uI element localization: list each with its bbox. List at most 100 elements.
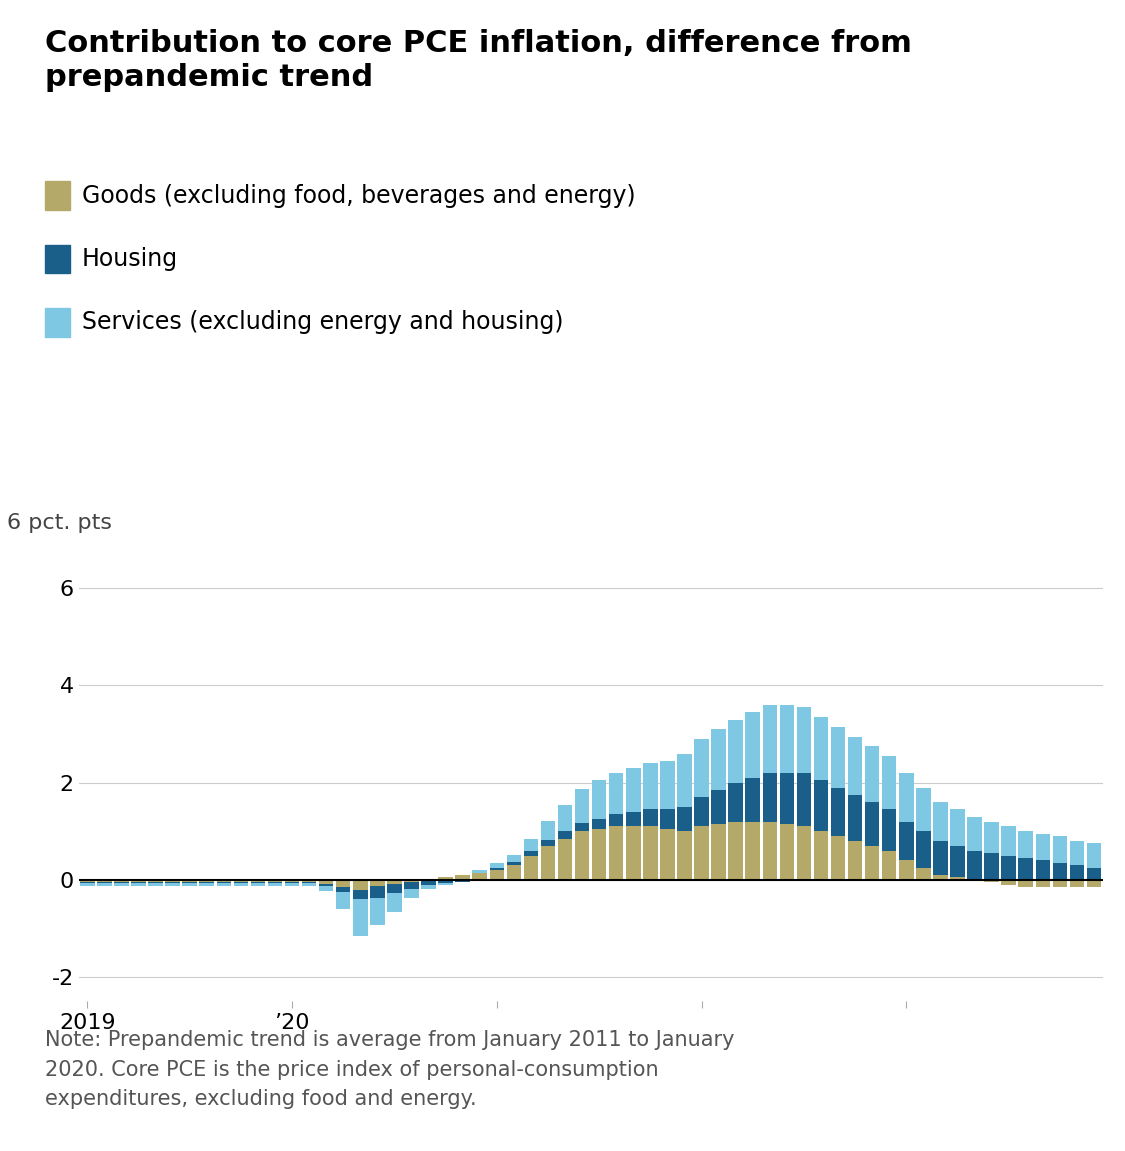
Bar [848,737,863,795]
Bar [644,809,658,826]
Bar [336,887,351,892]
Bar [370,898,385,924]
Bar [421,885,435,889]
Bar [882,756,897,809]
Bar [575,823,590,831]
Bar [1035,879,1050,887]
Bar [830,836,845,879]
Bar [796,708,811,773]
Bar [1087,879,1101,887]
Bar [626,811,640,826]
Bar [575,831,590,879]
Bar [660,829,675,879]
Bar [506,866,521,879]
Bar [1070,841,1084,866]
Bar [984,853,999,879]
Bar [796,773,811,826]
Bar [882,809,897,851]
Bar [882,851,897,879]
Bar [1001,826,1016,855]
Bar [97,879,111,882]
Bar [558,831,573,839]
Bar [813,780,828,831]
Bar [251,883,266,886]
Bar [763,822,777,879]
Bar [523,851,538,855]
Bar [796,826,811,879]
Bar [387,884,402,893]
Bar [132,879,146,882]
Bar [1018,879,1033,887]
Bar [694,826,709,879]
Bar [1087,844,1101,868]
Bar [541,821,556,840]
Bar [404,879,418,882]
Bar [830,726,845,787]
Bar [644,763,658,809]
Bar [677,807,692,831]
Bar [848,841,863,879]
Bar [97,883,111,886]
Bar [182,879,197,882]
Bar [780,704,794,773]
Bar [199,883,214,886]
Bar [1053,836,1068,863]
Bar [216,879,231,882]
Bar [387,879,402,884]
Bar [165,883,180,886]
Text: Contribution to core PCE inflation, difference from: Contribution to core PCE inflation, diff… [45,29,912,58]
Bar [1018,857,1033,879]
Bar [165,879,180,882]
Bar [456,879,470,882]
Bar [899,822,914,861]
Bar [968,817,982,851]
Bar [148,883,163,886]
Bar [609,814,623,826]
Bar [951,877,965,879]
Bar [234,883,249,886]
Bar [763,773,777,822]
Bar [370,879,385,886]
Bar [439,877,453,879]
Bar [660,809,675,829]
Bar [951,809,965,846]
Text: Services (excluding energy and housing): Services (excluding energy and housing) [82,311,564,334]
Bar [848,795,863,841]
Bar [933,802,947,841]
Bar [984,822,999,853]
Bar [318,884,333,886]
Bar [489,868,504,870]
Bar [780,824,794,879]
Bar [336,892,351,909]
Bar [626,768,640,811]
Bar [1001,879,1016,885]
Bar [506,862,521,866]
Bar [234,879,249,882]
Bar [813,831,828,879]
Bar [933,841,947,875]
Bar [353,899,368,936]
Bar [780,773,794,824]
Bar [318,879,333,884]
Bar [216,883,231,886]
Bar [489,863,504,868]
Bar [916,831,930,868]
Bar [182,883,197,886]
Bar [933,875,947,879]
Bar [421,879,435,885]
Bar [472,872,487,879]
Bar [506,854,521,862]
Bar [677,754,692,807]
Bar [1087,868,1101,879]
Bar [746,822,760,879]
Bar [899,861,914,879]
Bar [523,855,538,879]
Bar [660,761,675,809]
Bar [336,879,351,887]
Bar [968,851,982,879]
Text: Note: Prepandemic trend is average from January 2011 to January
2020. Core PCE i: Note: Prepandemic trend is average from … [45,1030,735,1110]
Bar [865,746,880,802]
Bar [318,886,333,891]
Bar [711,790,726,824]
Bar [728,783,742,822]
